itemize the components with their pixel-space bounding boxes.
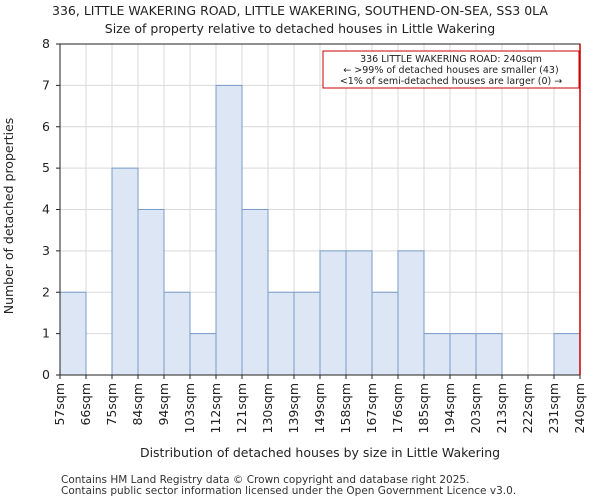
- bar-231sqm: [553, 333, 581, 376]
- x-axis-label: Distribution of detached houses by size …: [140, 445, 500, 460]
- x-ticks: 57sqm 66sqm 75sqm 84sqm 94sqm 103sqm 112sqm 121…: [52, 375, 587, 433]
- y-tick-label: 3: [42, 243, 50, 258]
- bar-103sqm: [189, 333, 217, 376]
- y-tick-label: 6: [42, 119, 50, 134]
- bars: [59, 84, 581, 376]
- bar-158sqm: [345, 250, 373, 376]
- x-tick-label: 176sqm: [390, 383, 405, 433]
- x-tick-label: 167sqm: [364, 383, 379, 433]
- y-tick-label: 4: [42, 202, 50, 217]
- chart-subtitle: Size of property relative to detached ho…: [104, 21, 496, 36]
- x-tick-label: 112sqm: [208, 383, 223, 433]
- bar-194sqm: [449, 333, 477, 376]
- chart-title: 336, LITTLE WAKERING ROAD, LITTLE WAKERI…: [52, 3, 548, 18]
- y-tick-label: 0: [42, 367, 50, 382]
- x-tick-label: 149sqm: [312, 383, 327, 433]
- x-tick-label: 103sqm: [182, 383, 197, 433]
- y-axis-label: Number of detached properties: [1, 118, 16, 315]
- x-tick-label: 185sqm: [416, 383, 431, 433]
- bar-112sqm: [215, 84, 243, 376]
- bar-176sqm: [397, 250, 425, 376]
- bar-149sqm: [319, 250, 347, 376]
- y-tick-label: 8: [42, 36, 50, 51]
- x-tick-label: 194sqm: [442, 383, 457, 433]
- x-tick-label: 57sqm: [52, 383, 67, 426]
- x-tick-label: 203sqm: [468, 383, 483, 433]
- annotation-box: 336 LITTLE WAKERING ROAD: 240sqm ← >99% …: [322, 50, 580, 89]
- x-tick-label: 121sqm: [234, 383, 249, 433]
- annotation-frame: [322, 50, 580, 89]
- bar-139sqm: [293, 291, 321, 376]
- bar-203sqm: [475, 333, 503, 376]
- annotation-line-2: ← >99% of detached houses are smaller (4…: [343, 65, 558, 76]
- y-tick-label: 7: [42, 77, 50, 92]
- bar-121sqm: [241, 209, 269, 376]
- x-tick-label: 84sqm: [130, 383, 145, 426]
- x-tick-label: 130sqm: [260, 383, 275, 433]
- x-tick-label: 222sqm: [520, 383, 535, 433]
- bar-57sqm: [59, 291, 87, 376]
- x-tick-label: 75sqm: [104, 383, 119, 426]
- footer-copyright: Contains HM Land Registry data © Crown c…: [61, 474, 470, 486]
- x-tick-label: 66sqm: [78, 383, 93, 426]
- x-tick-label: 240sqm: [572, 383, 587, 433]
- y-tick-label: 5: [42, 160, 50, 175]
- x-tick-label: 94sqm: [156, 383, 171, 426]
- annotation-line-1: 336 LITTLE WAKERING ROAD: 240sqm: [360, 54, 542, 65]
- x-tick-label: 213sqm: [494, 383, 509, 433]
- x-tick-label: 231sqm: [546, 383, 561, 433]
- annotation-line-3: <1% of semi-detached houses are larger (…: [340, 76, 562, 87]
- bar-75sqm: [111, 167, 139, 376]
- y-ticks: 0 1 2 3 4 5 6 7 8: [42, 36, 60, 382]
- bar-130sqm: [267, 291, 295, 376]
- footer-licence: Contains public sector information licen…: [61, 485, 517, 497]
- y-tick-label: 1: [42, 326, 50, 341]
- bar-94sqm: [163, 291, 191, 376]
- bar-185sqm: [423, 333, 451, 376]
- x-tick-label: 158sqm: [338, 383, 353, 433]
- y-tick-label: 2: [42, 284, 50, 299]
- x-tick-label: 139sqm: [286, 383, 301, 433]
- bar-167sqm: [371, 291, 399, 376]
- bar-84sqm: [137, 209, 165, 376]
